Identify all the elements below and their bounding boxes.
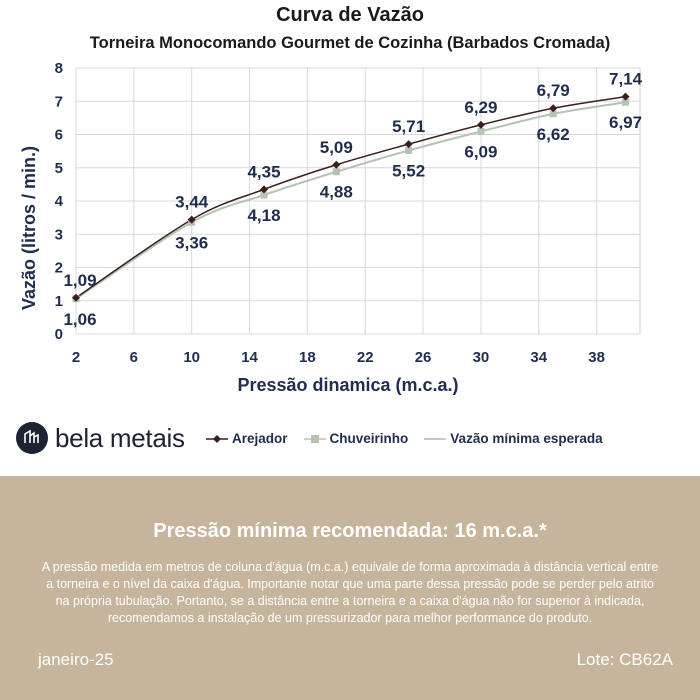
chuveirinho-point xyxy=(549,110,557,118)
arejador-data-label: 1,09 xyxy=(63,271,96,290)
arejador-data-label: 3,44 xyxy=(175,193,209,212)
arejador-point xyxy=(72,293,80,302)
legend-item-vazao-minima: Vazão mínima esperada xyxy=(424,431,603,446)
arejador-data-label: 6,29 xyxy=(464,98,497,117)
arejador-point xyxy=(260,185,268,194)
x-tick-label: 26 xyxy=(415,349,432,366)
chuveirinho-data-label: 1,06 xyxy=(63,310,96,329)
x-tick-label: 18 xyxy=(299,349,316,366)
arejador-point xyxy=(549,104,558,113)
y-tick-label: 6 xyxy=(55,127,63,144)
chuveirinho-data-label: 3,36 xyxy=(175,233,208,252)
x-tick-label: 34 xyxy=(530,349,547,366)
arejador-data-label: 5,71 xyxy=(392,117,425,136)
vazao-minima-legend-icon xyxy=(424,437,447,440)
pressure-explanation: A pressão medida em metros de coluna d'á… xyxy=(41,560,659,625)
arejador-point xyxy=(476,120,485,129)
arejador-point xyxy=(187,215,196,224)
chuveirinho-point xyxy=(622,98,630,106)
chuveirinho-point xyxy=(332,168,340,176)
lot-label: Lote: CB62A xyxy=(576,650,673,669)
y-tick-label: 8 xyxy=(55,60,63,77)
bela-metais-logo-icon xyxy=(16,422,48,454)
y-tick-label: 2 xyxy=(55,260,63,277)
chuveirinho-point xyxy=(405,146,413,154)
x-tick-label: 6 xyxy=(130,349,138,366)
legend-item-arejador: Arejador xyxy=(206,431,288,446)
x-tick-label: 2 xyxy=(72,349,80,366)
y-tick-label: 7 xyxy=(55,93,63,110)
chuveirinho-data-label: 6,62 xyxy=(537,125,570,144)
chuveirinho-legend-icon xyxy=(303,434,326,443)
arejador-data-label: 5,09 xyxy=(320,138,353,157)
chart-title: Curva de Vazão xyxy=(276,4,424,26)
arejador-point xyxy=(621,92,630,101)
chuveirinho-point xyxy=(477,128,485,136)
legend-label-chuveirinho: Chuveirinho xyxy=(329,431,409,446)
y-tick-label: 3 xyxy=(55,226,63,243)
legend-item-chuveirinho: Chuveirinho xyxy=(303,431,409,446)
date-label: janeiro-25 xyxy=(38,650,114,669)
brand-name: bela metais xyxy=(55,422,185,453)
x-axis-label: Pressão dinamica (m.c.a.) xyxy=(237,375,458,395)
arejador-point xyxy=(332,160,341,169)
minimum-pressure-title: Pressão mínima recomendada: 16 m.c.a.* xyxy=(153,520,547,542)
y-tick-label: 5 xyxy=(55,160,63,177)
x-tick-label: 30 xyxy=(473,349,490,366)
arejador-data-label: 4,35 xyxy=(247,162,280,181)
x-tick-label: 38 xyxy=(588,349,605,366)
chuveirinho-data-label: 6,09 xyxy=(464,143,497,162)
x-tick-label: 10 xyxy=(183,349,200,366)
legend-label-arejador: Arejador xyxy=(232,431,288,446)
x-tick-label: 14 xyxy=(241,349,258,366)
x-tick-label: 22 xyxy=(357,349,374,366)
chuveirinho-data-label: 6,97 xyxy=(609,113,642,132)
arejador-legend-icon xyxy=(206,434,228,443)
y-tick-label: 0 xyxy=(55,326,63,343)
arejador-point xyxy=(404,140,413,149)
brand-logo: bela metais xyxy=(16,420,185,456)
legend-label-vazao-minima: Vazão mínima esperada xyxy=(450,431,603,446)
chuveirinho-data-label: 4,88 xyxy=(320,183,353,202)
y-tick-label: 1 xyxy=(55,293,63,310)
footer-panel: Pressão mínima recomendada: 16 m.c.a.* A… xyxy=(0,476,700,700)
y-axis-label: Vazão (litros / min.) xyxy=(19,146,39,310)
arejador-data-label: 6,79 xyxy=(537,81,570,100)
chuveirinho-point xyxy=(260,191,268,199)
chart-legend: Arejador Chuveirinho Vazão mínima espera… xyxy=(206,431,619,446)
chuveirinho-data-label: 5,52 xyxy=(392,161,425,180)
y-tick-label: 4 xyxy=(55,193,64,210)
chart-subtitle: Torneira Monocomando Gourmet de Cozinha … xyxy=(89,34,611,52)
chuveirinho-data-label: 4,18 xyxy=(247,206,280,225)
arejador-data-label: 7,14 xyxy=(609,70,643,89)
